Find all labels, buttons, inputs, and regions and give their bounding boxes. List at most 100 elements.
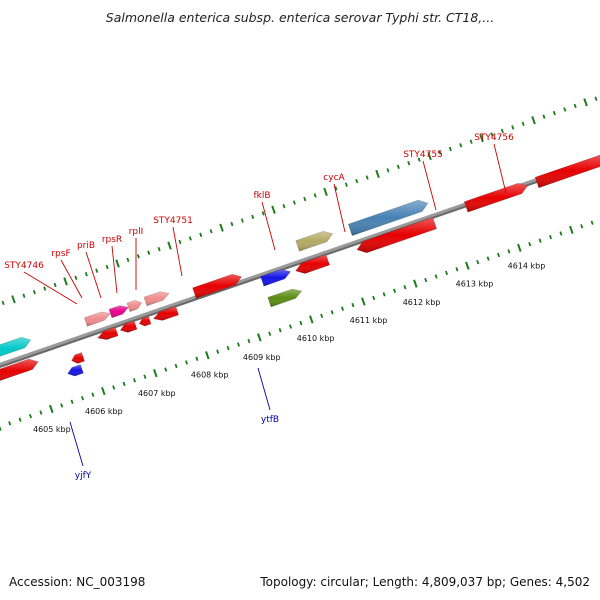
tick-top [542,114,546,119]
topology-text: Topology: circular; Length: 4,809,037 bp… [259,575,590,589]
tick-top [251,214,255,220]
tick-top [230,221,234,227]
gene-feature-shade [153,306,179,321]
tick-top [282,203,286,209]
tick-bottom [538,238,542,243]
tick-top [178,239,182,245]
tick-top [323,187,328,196]
gene-feature-shade [84,311,111,327]
leader-line [333,183,346,233]
gene-feature-shade [348,200,428,236]
tick-bottom [153,369,158,378]
tick-top [261,211,265,216]
tick-bottom [185,360,189,365]
tick-top [427,151,432,161]
gene-label[interactable]: cycA [323,173,345,183]
gene-label[interactable]: STY4746 [4,261,44,271]
tick-bottom [476,259,480,265]
tick-bottom [122,381,126,387]
tick-top [219,223,224,232]
leader-line [85,251,102,299]
tick-top [490,132,494,137]
tick-bottom [28,413,33,419]
tick-bottom [569,225,574,235]
tick-bottom [465,261,470,270]
gene-feature-shade [0,359,39,381]
tick-top [313,193,317,198]
tick-top [240,218,244,223]
tick-bottom [507,249,511,254]
tick-bottom [549,234,553,240]
tick-bottom [497,252,501,258]
gene-feature-shade [295,231,333,252]
tick-top [365,175,369,180]
tick-top [583,98,588,107]
tick-bottom [101,386,106,396]
leader-line [111,245,118,294]
gene-feature-shade [535,155,600,188]
tick-top [209,229,213,234]
tick-top [63,277,68,286]
gene-feature-shade [0,337,31,357]
tick-bottom [112,385,116,390]
gene-label[interactable]: STY4751 [153,216,193,226]
tick-top [573,103,577,109]
gene-feature-shade [295,254,330,274]
tick-top [448,146,452,152]
gene-label[interactable]: rpsR [102,235,122,245]
tick-top [396,164,400,169]
tick-bottom [309,315,314,324]
tick-top [469,139,473,144]
tick-top [157,246,161,252]
tick-bottom [320,313,324,319]
tick-top [167,241,172,250]
tick-bottom [18,417,22,422]
gene-feature-shade [464,183,528,213]
tick-top [344,182,348,187]
tick-top [459,143,463,148]
tick-top [479,134,484,143]
scale-label: 4607 kbp [138,389,176,398]
tick-bottom [559,231,563,236]
tick-top [563,107,567,112]
label-leaders [23,143,507,467]
gene-label[interactable]: fklB [253,191,270,201]
gene-label[interactable]: rplI [129,227,144,237]
tick-bottom [351,302,355,308]
leader-line [422,160,437,211]
gene-label[interactable]: ytfB [261,415,279,425]
tick-bottom [393,288,397,293]
tick-top [594,96,598,101]
leader-line [60,259,83,299]
gene-label[interactable]: yjfY [75,471,92,481]
gene-label[interactable]: STY4756 [474,133,514,143]
tick-bottom [445,270,449,276]
gene-label[interactable]: priB [77,241,95,251]
tick-top [32,289,36,295]
gene-feature-shade [71,352,85,364]
tick-bottom [133,378,137,383]
map-title: Salmonella enterica subsp. enterica sero… [106,10,494,25]
scale-label: 4609 kbp [243,353,281,362]
tick-bottom [278,328,282,333]
scale-label: 4610 kbp [297,334,335,343]
tick-bottom [486,256,490,261]
tick-top [136,254,140,259]
leader-line [172,226,183,277]
tick-bottom [60,403,64,408]
tick-top [521,121,525,126]
tick-bottom [8,421,12,426]
gene-label[interactable]: rpsF [51,249,70,259]
tick-top [334,186,338,191]
tick-bottom [330,310,334,315]
tick-bottom [216,349,220,354]
gene-feature-shade [139,316,151,326]
leader-line [493,143,507,194]
gene-label[interactable]: STY4755 [403,150,443,160]
tick-top [84,272,88,277]
gene-feature-shade [267,289,302,307]
tick-top [355,178,359,184]
tick-bottom [372,295,376,301]
scale-label: 4612 kbp [403,298,441,307]
